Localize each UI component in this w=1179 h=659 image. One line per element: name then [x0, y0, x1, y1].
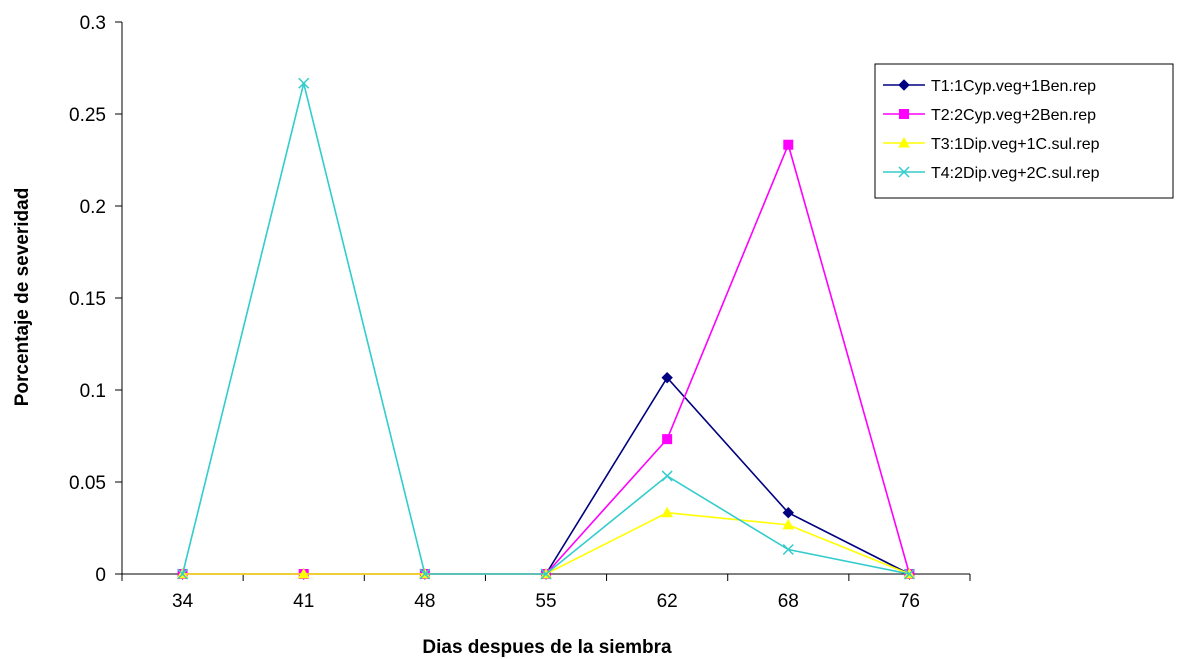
legend-label: T1:1Cyp.veg+1Ben.rep [931, 78, 1096, 95]
axes [121, 22, 970, 575]
series-line [182, 142, 911, 575]
data-point [661, 506, 673, 518]
x-tick-label: 62 [657, 591, 678, 612]
legend-label: T4:2Dip.veg+2C.sul.rep [931, 165, 1100, 182]
series-layer [176, 77, 916, 580]
marker-stroke [177, 568, 189, 580]
series-4 [177, 77, 915, 580]
y-tick-label: 0.1 [80, 381, 106, 402]
legend: T1:1Cyp.veg+1Ben.rep T2:2Cyp.veg+2Ben.rep… [874, 63, 1174, 199]
x-tick-label: 34 [172, 591, 194, 612]
data-point [903, 568, 915, 580]
series-line [182, 511, 910, 575]
data-point [661, 371, 673, 384]
y-tick-label: 0 [95, 565, 106, 586]
marker-stroke [903, 568, 915, 580]
data-point [661, 470, 673, 482]
legend-item: T2:2Cyp.veg+2Ben.rep [883, 107, 1096, 124]
data-point [782, 507, 794, 519]
y-tick-label: 0.3 [80, 13, 106, 34]
y-tick-label: 0.25 [69, 105, 106, 126]
y-tick-label: 0.05 [69, 473, 106, 494]
data-point [297, 567, 310, 579]
data-point [782, 518, 795, 530]
series-line [182, 376, 910, 575]
marker-stroke [540, 568, 552, 580]
legend-item: T3:1Dip.veg+1C.sul.rep [883, 136, 1100, 153]
legend-label: T2:2Cyp.veg+2Ben.rep [931, 107, 1096, 124]
legend-label: T3:1Dip.veg+1C.sul.rep [931, 136, 1100, 153]
legend-marker [898, 166, 910, 178]
marker-stroke [661, 470, 673, 482]
x-axis-title: Dias despues de la siembra [422, 637, 672, 658]
marker-stroke [898, 166, 910, 178]
y-tick-label: 0.2 [80, 197, 106, 218]
series-2 [177, 139, 915, 579]
data-point [419, 568, 431, 580]
data-point [298, 77, 310, 89]
legend-item: T4:2Dip.veg+2C.sul.rep [883, 165, 1100, 182]
x-tick-label: 68 [778, 591, 799, 612]
series-3 [176, 506, 916, 579]
data-point [782, 543, 794, 556]
x-axis-ticks: 34 41 48 55 62 68 76 [121, 574, 971, 612]
legend-marker [898, 136, 910, 148]
y-tick-label: 0.15 [69, 289, 106, 310]
data-point [783, 139, 794, 150]
marker-stroke [298, 77, 310, 89]
marker-stroke [782, 543, 794, 556]
data-point [540, 568, 552, 580]
legend-item: T1:1Cyp.veg+1Ben.rep [883, 78, 1096, 95]
marker-stroke [419, 568, 431, 580]
series-line [181, 83, 910, 575]
x-tick-label: 76 [899, 591, 920, 612]
legend-marker [898, 79, 910, 91]
data-point [177, 568, 189, 580]
x-tick-label: 48 [414, 591, 435, 612]
legend-box [874, 63, 1174, 199]
series-1 [176, 371, 916, 580]
legend-marker [899, 109, 909, 119]
x-tick-label: 55 [535, 591, 556, 612]
data-point [662, 434, 673, 445]
y-axis-title: Porcentaje de severidad [12, 188, 33, 407]
x-tick-label: 41 [293, 591, 314, 612]
y-axis-ticks: 0 0.05 0.1 0.15 0.2 0.25 0.3 [69, 13, 122, 586]
